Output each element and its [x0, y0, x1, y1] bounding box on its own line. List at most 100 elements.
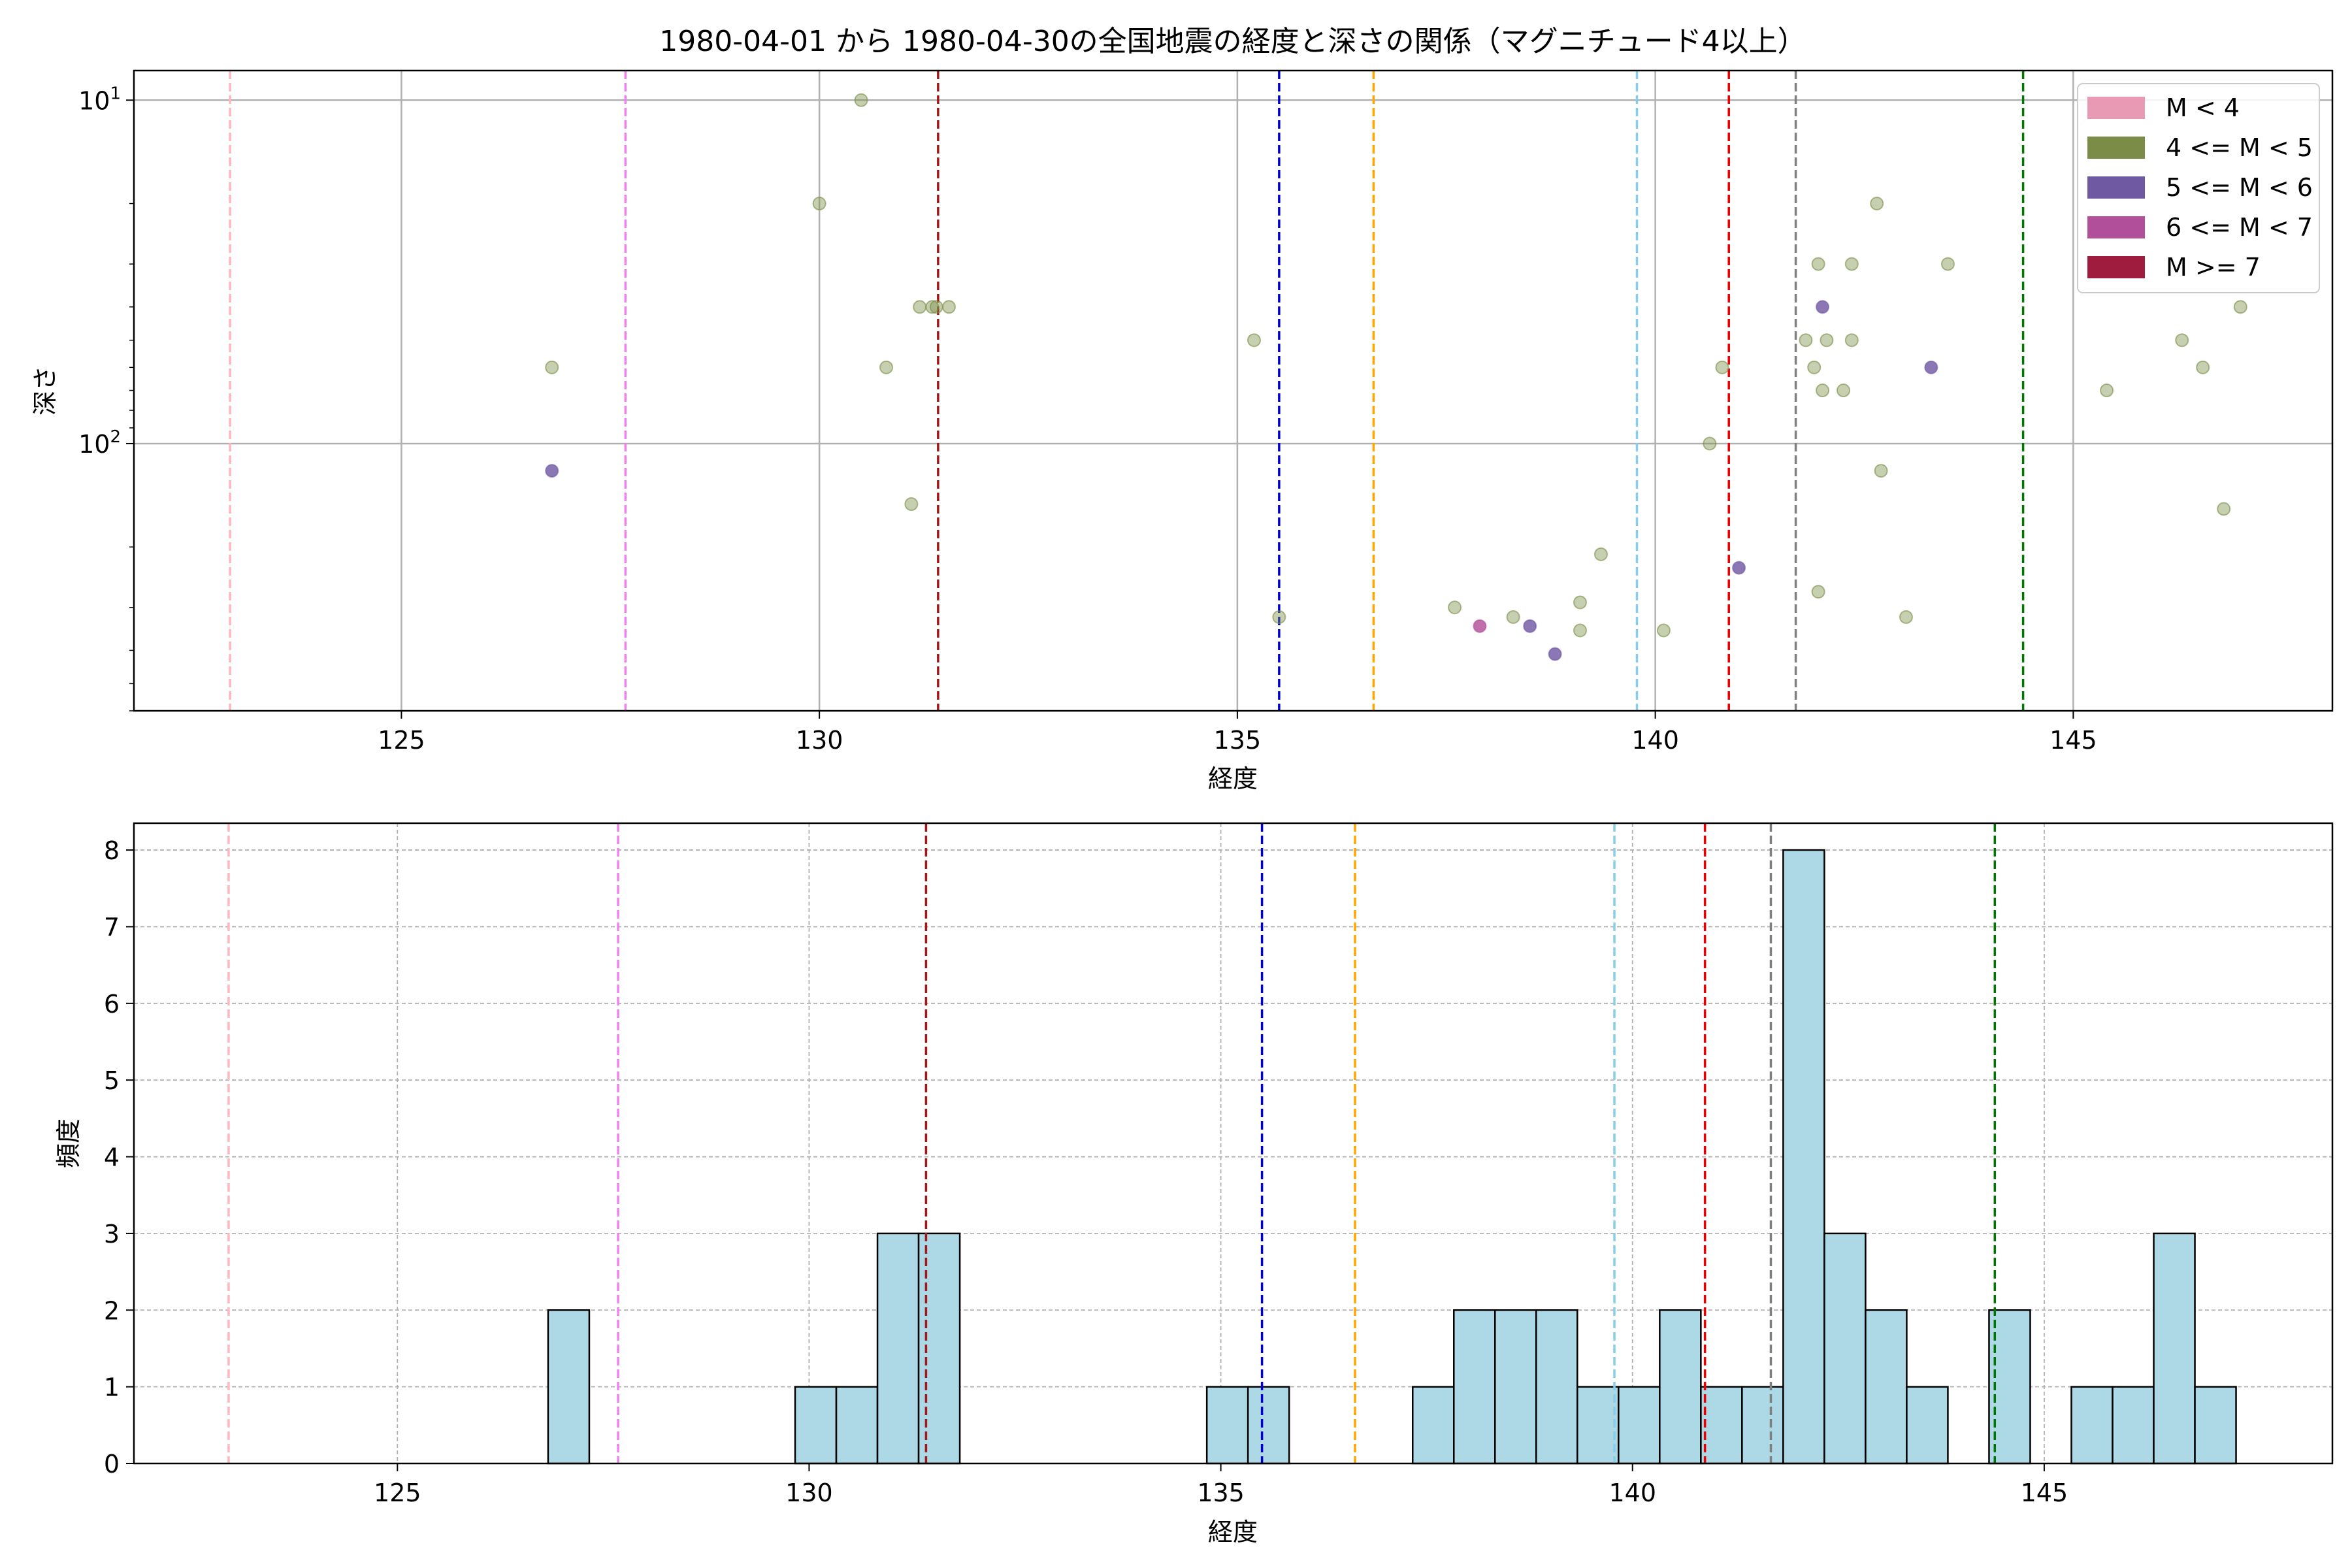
scatter-point [1703, 436, 1717, 451]
scatter-point [1811, 257, 1825, 271]
histogram-y-axis-label: 頻度 [54, 1119, 83, 1168]
scatter-point [2175, 333, 2189, 348]
x-tick-label: 140 [1609, 1478, 1656, 1507]
scatter-point [545, 464, 559, 478]
histogram-bar [2070, 1386, 2114, 1465]
histogram-bar [1494, 1309, 1537, 1465]
scatter-x-axis-label: 経度 [1208, 764, 1258, 793]
scatter-point [1924, 360, 1938, 374]
histogram-bar [547, 1309, 591, 1465]
histogram-grid [134, 823, 2332, 1464]
legend-swatch [2087, 216, 2145, 238]
scatter-chart: 1980-04-01 から 1980-04-30の全国地震の経度と深さの関係（マ… [31, 25, 2334, 793]
y-tick-label: 7 [104, 913, 120, 941]
histogram-bar [794, 1386, 838, 1465]
histogram-bar [1247, 1386, 1290, 1465]
histogram-x-axis-label: 経度 [1208, 1518, 1258, 1546]
x-tick-label: 145 [2021, 1478, 2068, 1507]
x-tick-label: 145 [2050, 726, 2097, 755]
scatter-point [1272, 610, 1286, 624]
histogram-bar [876, 1232, 920, 1465]
y-tick-label: 0 [104, 1450, 120, 1478]
scatter-point [1811, 585, 1825, 599]
scatter-point [913, 300, 927, 314]
scatter-point [1799, 333, 1813, 348]
x-tick-label: 140 [1631, 726, 1679, 755]
legend-label: 5 <= M < 6 [2166, 173, 2313, 202]
scatter-point [1899, 610, 1913, 624]
legend-label: M >= 7 [2166, 253, 2261, 282]
scatter-point [904, 497, 919, 512]
scatter-point [1715, 360, 1729, 374]
scatter-point [1732, 561, 1746, 575]
scatter-point [1247, 333, 1261, 348]
scatter-point [1573, 623, 1587, 638]
scatter-point [1820, 333, 1834, 348]
legend-label: 6 <= M < 7 [2166, 213, 2313, 242]
histogram-bar [2153, 1232, 2196, 1465]
x-tick-label: 135 [1197, 1478, 1245, 1507]
histogram-bar [1411, 1386, 1455, 1465]
legend-swatch [2087, 176, 2145, 199]
x-tick-label: 125 [378, 726, 425, 755]
x-tick-label: 125 [374, 1478, 421, 1507]
legend-swatch [2087, 97, 2145, 119]
histogram-axes-frame [133, 822, 2334, 1465]
y-tick-label: 4 [104, 1143, 120, 1172]
scatter-point [929, 300, 943, 314]
histogram-bar [1823, 1232, 1867, 1465]
scatter-points [545, 93, 2247, 661]
scatter-point [1523, 619, 1537, 633]
scatter-point [1844, 333, 1859, 348]
scatter-y-axis-label: 深さ [31, 366, 59, 416]
histogram-y-ticks: 0 1 2 3 4 5 6 7 8 [104, 836, 134, 1478]
histogram-bar [1659, 1309, 1702, 1465]
y-tick-label: 8 [104, 836, 120, 865]
histogram-bar [1741, 1386, 1784, 1465]
scatter-point [2233, 300, 2247, 314]
chart-title: 1980-04-01 から 1980-04-30の全国地震の経度と深さの関係（マ… [659, 25, 1806, 58]
scatter-point [1448, 600, 1462, 615]
histogram-bar [1535, 1309, 1578, 1465]
x-tick-label: 135 [1214, 726, 1262, 755]
scatter-grid [134, 71, 2332, 711]
scatter-point [1473, 619, 1487, 633]
scatter-point [1816, 300, 1830, 314]
legend-swatch [2087, 256, 2145, 278]
legend-label: 4 <= M < 5 [2166, 133, 2313, 162]
histogram-chart: 125 130 135 140 145 0 1 2 3 4 5 6 7 8 経度 頻度 [54, 822, 2334, 1546]
scatter-point [1548, 647, 1562, 661]
scatter-point [925, 300, 939, 314]
scatter-point [1940, 257, 1955, 271]
histogram-bar [1453, 1309, 1496, 1465]
scatter-point [812, 197, 826, 211]
histogram-bar [1906, 1386, 1949, 1465]
histogram-bar [1782, 849, 1825, 1465]
histogram-bar [835, 1386, 879, 1465]
legend-label: M < 4 [2166, 93, 2240, 122]
x-tick-label: 130 [785, 1478, 833, 1507]
y-tick-label: 2 [104, 1296, 120, 1325]
scatter-point [1870, 197, 1884, 211]
y-tick-label: 3 [104, 1220, 120, 1249]
scatter-point [545, 360, 559, 374]
scatter-point [854, 93, 868, 107]
scatter-point [1573, 595, 1587, 610]
scatter-point [879, 360, 894, 374]
legend-swatch [2087, 137, 2145, 159]
histogram-reference-lines [227, 823, 1997, 1463]
histogram-bar [1865, 1309, 1908, 1465]
scatter-point [1837, 384, 1851, 398]
histogram-bar [1618, 1386, 1661, 1465]
histogram-x-ticks: 125 130 135 140 145 [374, 1463, 2068, 1507]
legend-frame [2077, 83, 2320, 293]
scatter-point [1656, 623, 1671, 638]
histogram-bar [1700, 1386, 1743, 1465]
scatter-y-ticks: 101 102 [78, 84, 134, 711]
histogram-bar [2194, 1386, 2237, 1465]
histogram-bar [2112, 1386, 2155, 1465]
scatter-point [2196, 360, 2210, 374]
y-tick-label: 102 [78, 427, 121, 459]
scatter-point [1844, 257, 1859, 271]
